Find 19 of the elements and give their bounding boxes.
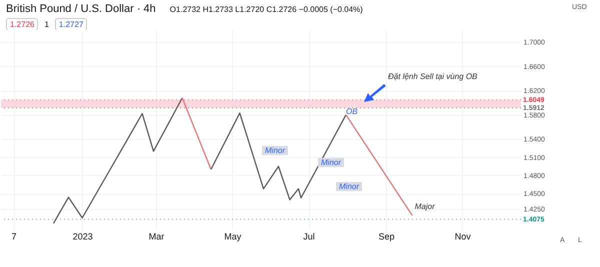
x-tick-label: 7 <box>11 232 17 242</box>
x-tick-label: May <box>224 232 242 242</box>
text: 1 <box>43 19 50 30</box>
annotation: Minor <box>262 146 288 155</box>
annotation: OB <box>346 106 358 116</box>
x-tick-label: Mar <box>148 232 164 242</box>
annotation: Đặt lệnh Sell tại vùng OB <box>388 72 478 81</box>
text: 1.2726 <box>6 18 38 31</box>
annotation: Minor <box>318 158 344 167</box>
annotation: Minor <box>336 182 362 191</box>
x-tick-label: 2023 <box>72 232 93 242</box>
annotation: Major <box>414 202 436 211</box>
x-tick-label: Nov <box>454 232 472 242</box>
x-tick-label: Sep <box>378 232 395 242</box>
x-tick-label: Jul <box>303 232 315 242</box>
text: 1.2727 <box>54 18 88 31</box>
line-series <box>52 97 183 224</box>
chart-subtitle: O1.2732 H1.2733 L1.2720 C1.2726 −0.0005 (−0.04%) <box>170 5 363 14</box>
chart-title: British Pound / U.S. Dollar · 4h <box>6 3 156 15</box>
